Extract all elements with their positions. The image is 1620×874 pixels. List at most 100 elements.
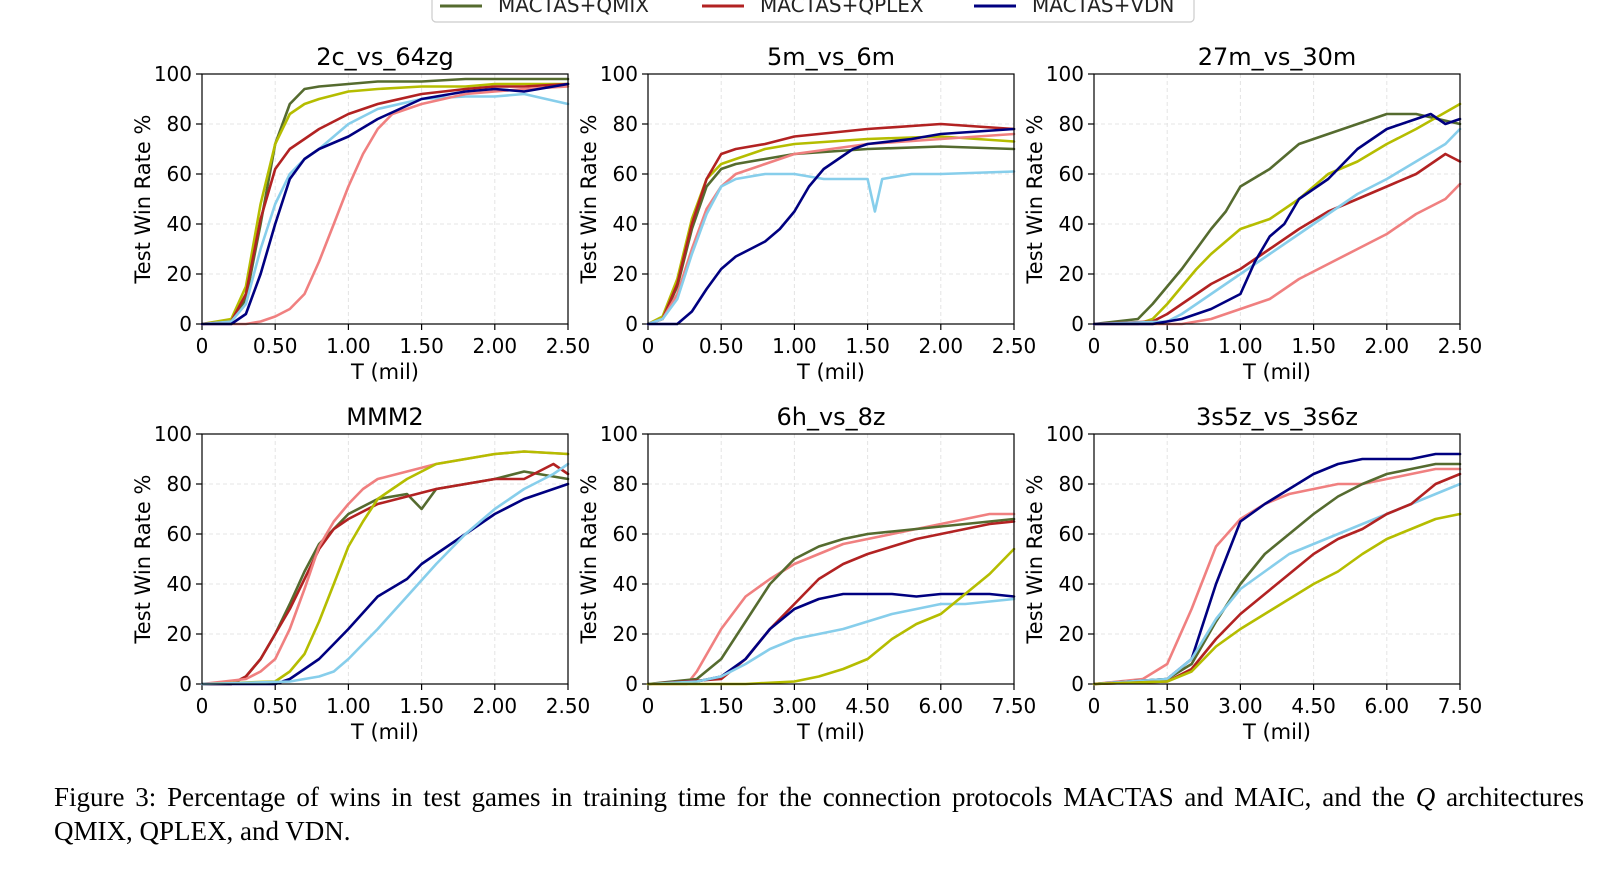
y-tick-label: 0: [1071, 312, 1084, 336]
chart-title: 27m_vs_30m: [1198, 43, 1357, 71]
y-tick-label: 80: [167, 472, 192, 496]
series-line-1: [646, 517, 1016, 686]
series-line-0: [1092, 467, 1462, 686]
series-line-2: [646, 122, 1016, 326]
y-tick-label: 40: [167, 212, 192, 236]
x-tick-label: 2.50: [546, 694, 591, 718]
x-tick-label: 1.50: [845, 334, 890, 358]
chart-title: 6h_vs_8z: [776, 403, 885, 431]
x-tick-label: 4.50: [1291, 694, 1336, 718]
x-axis-label: T (mil): [350, 720, 419, 744]
series-line-4: [200, 482, 570, 686]
x-axis-label: T (mil): [350, 360, 419, 384]
series-line-3: [200, 92, 570, 326]
chart-panel-0: 2c_vs_64zg 0 0.50 1.00 1.50 2.00 2.50 0 20 40 60 80…: [131, 43, 590, 384]
series-line-4: [646, 170, 1016, 326]
y-tick-label: 0: [179, 312, 192, 336]
x-tick-label: 1.00: [1218, 334, 1263, 358]
chart-title: 5m_vs_6m: [767, 43, 895, 71]
x-axis-label: T (mil): [796, 360, 865, 384]
y-tick-label: 0: [1071, 672, 1084, 696]
y-tick-label: 20: [1059, 262, 1084, 286]
y-tick-label: 100: [600, 422, 638, 446]
legend-label-qmix: MACTAS+QMIX: [498, 0, 649, 17]
y-tick-label: 60: [167, 162, 192, 186]
caption-q-symbol: Q: [1415, 782, 1436, 812]
y-tick-label: 20: [167, 262, 192, 286]
x-tick-label: 0: [1088, 694, 1101, 718]
chart-title: 3s5z_vs_3s6z: [1196, 403, 1358, 431]
y-tick-label: 0: [625, 672, 638, 696]
y-tick-label: 100: [1046, 422, 1084, 446]
x-tick-label: 7.50: [992, 694, 1037, 718]
x-axis-label: T (mil): [1242, 720, 1311, 744]
series-line-1: [200, 462, 570, 686]
x-axis-label: T (mil): [1242, 360, 1311, 384]
figure-caption: Figure 3: Percentage of wins in test gam…: [54, 780, 1584, 848]
series-line-4: [1092, 472, 1462, 686]
y-tick-label: 0: [625, 312, 638, 336]
y-tick-label: 60: [613, 162, 638, 186]
chart-panels: 2c_vs_64zg 0 0.50 1.00 1.50 2.00 2.50 0 20 40 60 80…: [131, 43, 1482, 744]
y-axis-label: Test Win Rate %: [131, 475, 155, 645]
x-tick-label: 4.50: [845, 694, 890, 718]
x-tick-label: 0.50: [699, 334, 744, 358]
y-tick-label: 100: [154, 62, 192, 86]
x-axis-label: T (mil): [796, 720, 865, 744]
x-tick-label: 1.50: [1145, 694, 1190, 718]
x-tick-label: 0: [642, 334, 655, 358]
y-tick-label: 60: [167, 522, 192, 546]
x-tick-label: 0: [196, 334, 209, 358]
y-tick-label: 20: [613, 262, 638, 286]
y-tick-label: 80: [1059, 112, 1084, 136]
series-line-0: [1092, 112, 1462, 326]
y-tick-label: 40: [1059, 212, 1084, 236]
y-tick-label: 60: [1059, 522, 1084, 546]
plot-frame: [201, 73, 569, 325]
x-tick-label: 1.00: [326, 694, 371, 718]
series-line-5: [646, 127, 1016, 326]
legend-label-qplex: MACTAS+QPLEX: [760, 0, 924, 17]
y-tick-label: 80: [1059, 472, 1084, 496]
x-tick-label: 3.00: [772, 694, 817, 718]
x-tick-label: 6.00: [1365, 694, 1410, 718]
y-tick-label: 40: [167, 572, 192, 596]
x-tick-label: 0: [1088, 334, 1101, 358]
x-tick-label: 2.00: [919, 334, 964, 358]
x-tick-label: 1.00: [326, 334, 371, 358]
x-tick-label: 0.50: [253, 694, 298, 718]
x-tick-label: 1.50: [399, 694, 444, 718]
y-axis-label: Test Win Rate %: [131, 115, 155, 285]
series-line-1: [200, 82, 570, 326]
y-tick-label: 100: [154, 422, 192, 446]
series-line-4: [1092, 182, 1462, 326]
series-line-5: [200, 82, 570, 326]
series-line-2: [200, 82, 570, 326]
x-tick-label: 0.50: [1145, 334, 1190, 358]
legend: MACTAS+QMIX MACTAS+QPLEX MACTAS+VDN: [431, 0, 1195, 23]
x-tick-label: 7.50: [1438, 694, 1483, 718]
plot-frame: [647, 433, 1015, 685]
series-line-2: [1092, 152, 1462, 326]
y-tick-label: 20: [167, 622, 192, 646]
series-line-4: [646, 597, 1016, 686]
x-tick-label: 2.00: [473, 334, 518, 358]
chart-panel-1: 5m_vs_6m 0 0.50 1.00 1.50 2.00 2.50 0 20 40 60 80 10…: [577, 43, 1036, 384]
x-tick-label: 1.50: [1291, 334, 1336, 358]
series-line-1: [1092, 102, 1462, 326]
x-tick-label: 2.00: [473, 694, 518, 718]
chart-panel-5: 3s5z_vs_3s6z 0 1.50 3.00 4.50 6.00 7.50 0 20 40 60…: [1023, 403, 1482, 744]
x-tick-label: 3.00: [1218, 694, 1263, 718]
x-tick-label: 2.50: [546, 334, 591, 358]
series-line-5: [200, 462, 570, 686]
chart-panel-2: 27m_vs_30m 0 0.50 1.00 1.50 2.00 2.50 0 20 40 60 80…: [1023, 43, 1482, 384]
figure-panel-grid: MACTAS+QMIX MACTAS+QPLEX MACTAS+VDN 2c_v…: [131, 0, 1482, 744]
y-tick-label: 40: [1059, 572, 1084, 596]
y-tick-label: 100: [1046, 62, 1084, 86]
y-tick-label: 0: [179, 672, 192, 696]
x-tick-label: 1.50: [399, 334, 444, 358]
x-tick-label: 2.50: [992, 334, 1037, 358]
x-tick-label: 0: [642, 694, 655, 718]
y-tick-label: 80: [613, 472, 638, 496]
legend-label-vdn: MACTAS+VDN: [1032, 0, 1174, 17]
